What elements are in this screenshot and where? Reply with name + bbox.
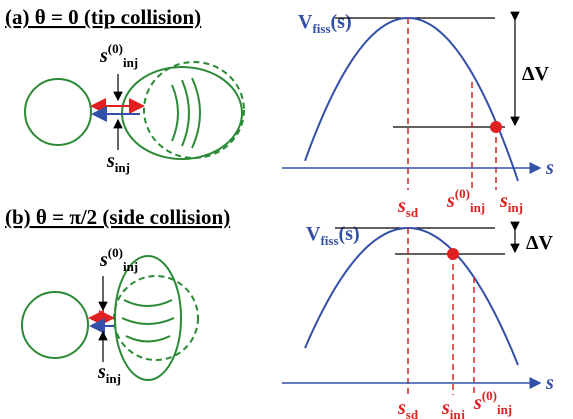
tick-label: ssd xyxy=(397,397,419,419)
label: sinj xyxy=(97,361,121,386)
tick-label: s(0)inj xyxy=(446,186,485,215)
label: Vfiss(s) xyxy=(298,11,352,36)
label: sinj xyxy=(106,150,130,175)
point xyxy=(490,121,502,133)
panel-title: (b) θ = π/2 (side collision) xyxy=(5,205,230,229)
tick-label: ssd xyxy=(397,195,419,220)
label: Vfiss(s) xyxy=(306,223,360,248)
label: ΔV xyxy=(522,63,550,85)
panel-title: (a) θ = 0 (tip collision) xyxy=(5,5,201,29)
tick-label: sinj xyxy=(441,397,465,419)
tick-label: sinj xyxy=(499,190,523,215)
label: ΔV xyxy=(526,232,554,254)
potential-curve xyxy=(304,16,519,182)
axis-label: s xyxy=(545,372,554,394)
point xyxy=(447,248,459,260)
axis-label: s xyxy=(545,157,554,179)
tick-label: s(0)inj xyxy=(473,388,512,417)
label: s(0)inj xyxy=(99,41,138,70)
potential-curve xyxy=(304,227,519,366)
nuclei xyxy=(24,61,245,160)
label: s(0)inj xyxy=(99,245,138,274)
